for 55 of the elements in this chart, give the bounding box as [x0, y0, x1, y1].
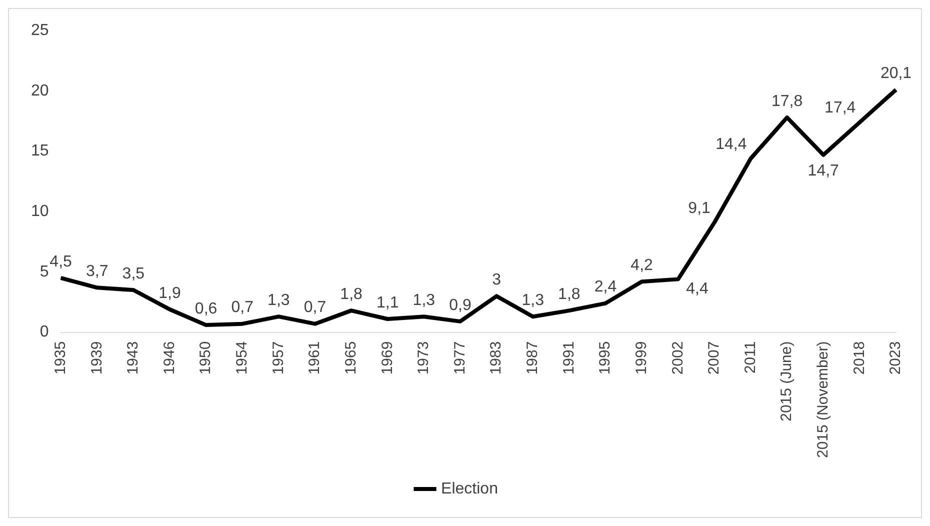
data-label: 0,6: [194, 300, 218, 318]
x-tick-label: 1973: [415, 341, 432, 375]
x-tick-label: 1995: [596, 341, 614, 375]
data-label: 1,8: [340, 286, 363, 303]
x-tick-label: 1999: [632, 341, 650, 375]
x-tick-label: 2002: [669, 341, 686, 375]
data-label: 0,9: [449, 296, 472, 314]
y-tick-label: 25: [31, 22, 49, 40]
data-label: 4,5: [50, 253, 72, 270]
x-tick-label: 1987: [524, 341, 542, 375]
data-label: 4,4: [686, 280, 708, 298]
data-label: 1,3: [412, 292, 436, 309]
x-tick-label: 2015 (June): [778, 341, 796, 422]
x-tick-label: 1965: [342, 341, 360, 375]
legend-label: Election: [441, 480, 498, 498]
data-label: 20,1: [880, 65, 912, 82]
y-tick-label: 15: [31, 142, 49, 160]
data-label: 1,9: [158, 284, 181, 302]
data-label: 9,1: [688, 200, 711, 217]
x-tick-label: 1943: [124, 341, 142, 375]
x-tick-label: 1957: [270, 341, 287, 375]
data-label: 1,3: [522, 292, 544, 309]
x-tick-label: 1950: [197, 341, 214, 375]
data-label: 3,7: [86, 263, 108, 280]
x-tick-label: 1935: [52, 341, 69, 375]
data-label: 14,4: [716, 136, 747, 153]
x-tick-label: 2023: [887, 341, 904, 375]
data-label: 0,7: [304, 299, 326, 316]
y-tick-label: 10: [31, 203, 49, 220]
x-tick-label: 2007: [706, 341, 723, 375]
data-label: 3,5: [122, 265, 145, 282]
x-tick-label: 1954: [234, 341, 251, 375]
data-label: 1,3: [268, 292, 290, 309]
x-tick-label: 1983: [488, 341, 505, 375]
data-label: 3: [492, 271, 502, 288]
x-tick-label: 1961: [306, 341, 324, 375]
data-label: 17,4: [824, 100, 856, 117]
x-tick-label: 2011: [742, 341, 759, 374]
data-label: 0,7: [231, 299, 254, 316]
x-tick-label: 1939: [88, 341, 106, 375]
y-tick-label: 5: [40, 263, 49, 280]
x-tick-label: 2018: [850, 341, 868, 375]
data-label: 4,2: [630, 257, 654, 274]
data-label: 14,7: [808, 162, 840, 180]
x-tick-label: 2015 (November): [814, 341, 832, 458]
x-tick-label: 1977: [451, 341, 468, 375]
data-label: 1,1: [376, 294, 399, 312]
data-label: 1,8: [558, 286, 580, 303]
x-tick-label: 1946: [160, 341, 178, 375]
y-tick-label: 0: [40, 324, 49, 341]
x-tick-label: 1991: [560, 341, 578, 375]
x-tick-label: 1969: [378, 341, 396, 375]
data-label: 2,4: [594, 278, 617, 296]
data-label: 17,8: [771, 92, 803, 110]
y-tick-label: 20: [31, 82, 49, 100]
